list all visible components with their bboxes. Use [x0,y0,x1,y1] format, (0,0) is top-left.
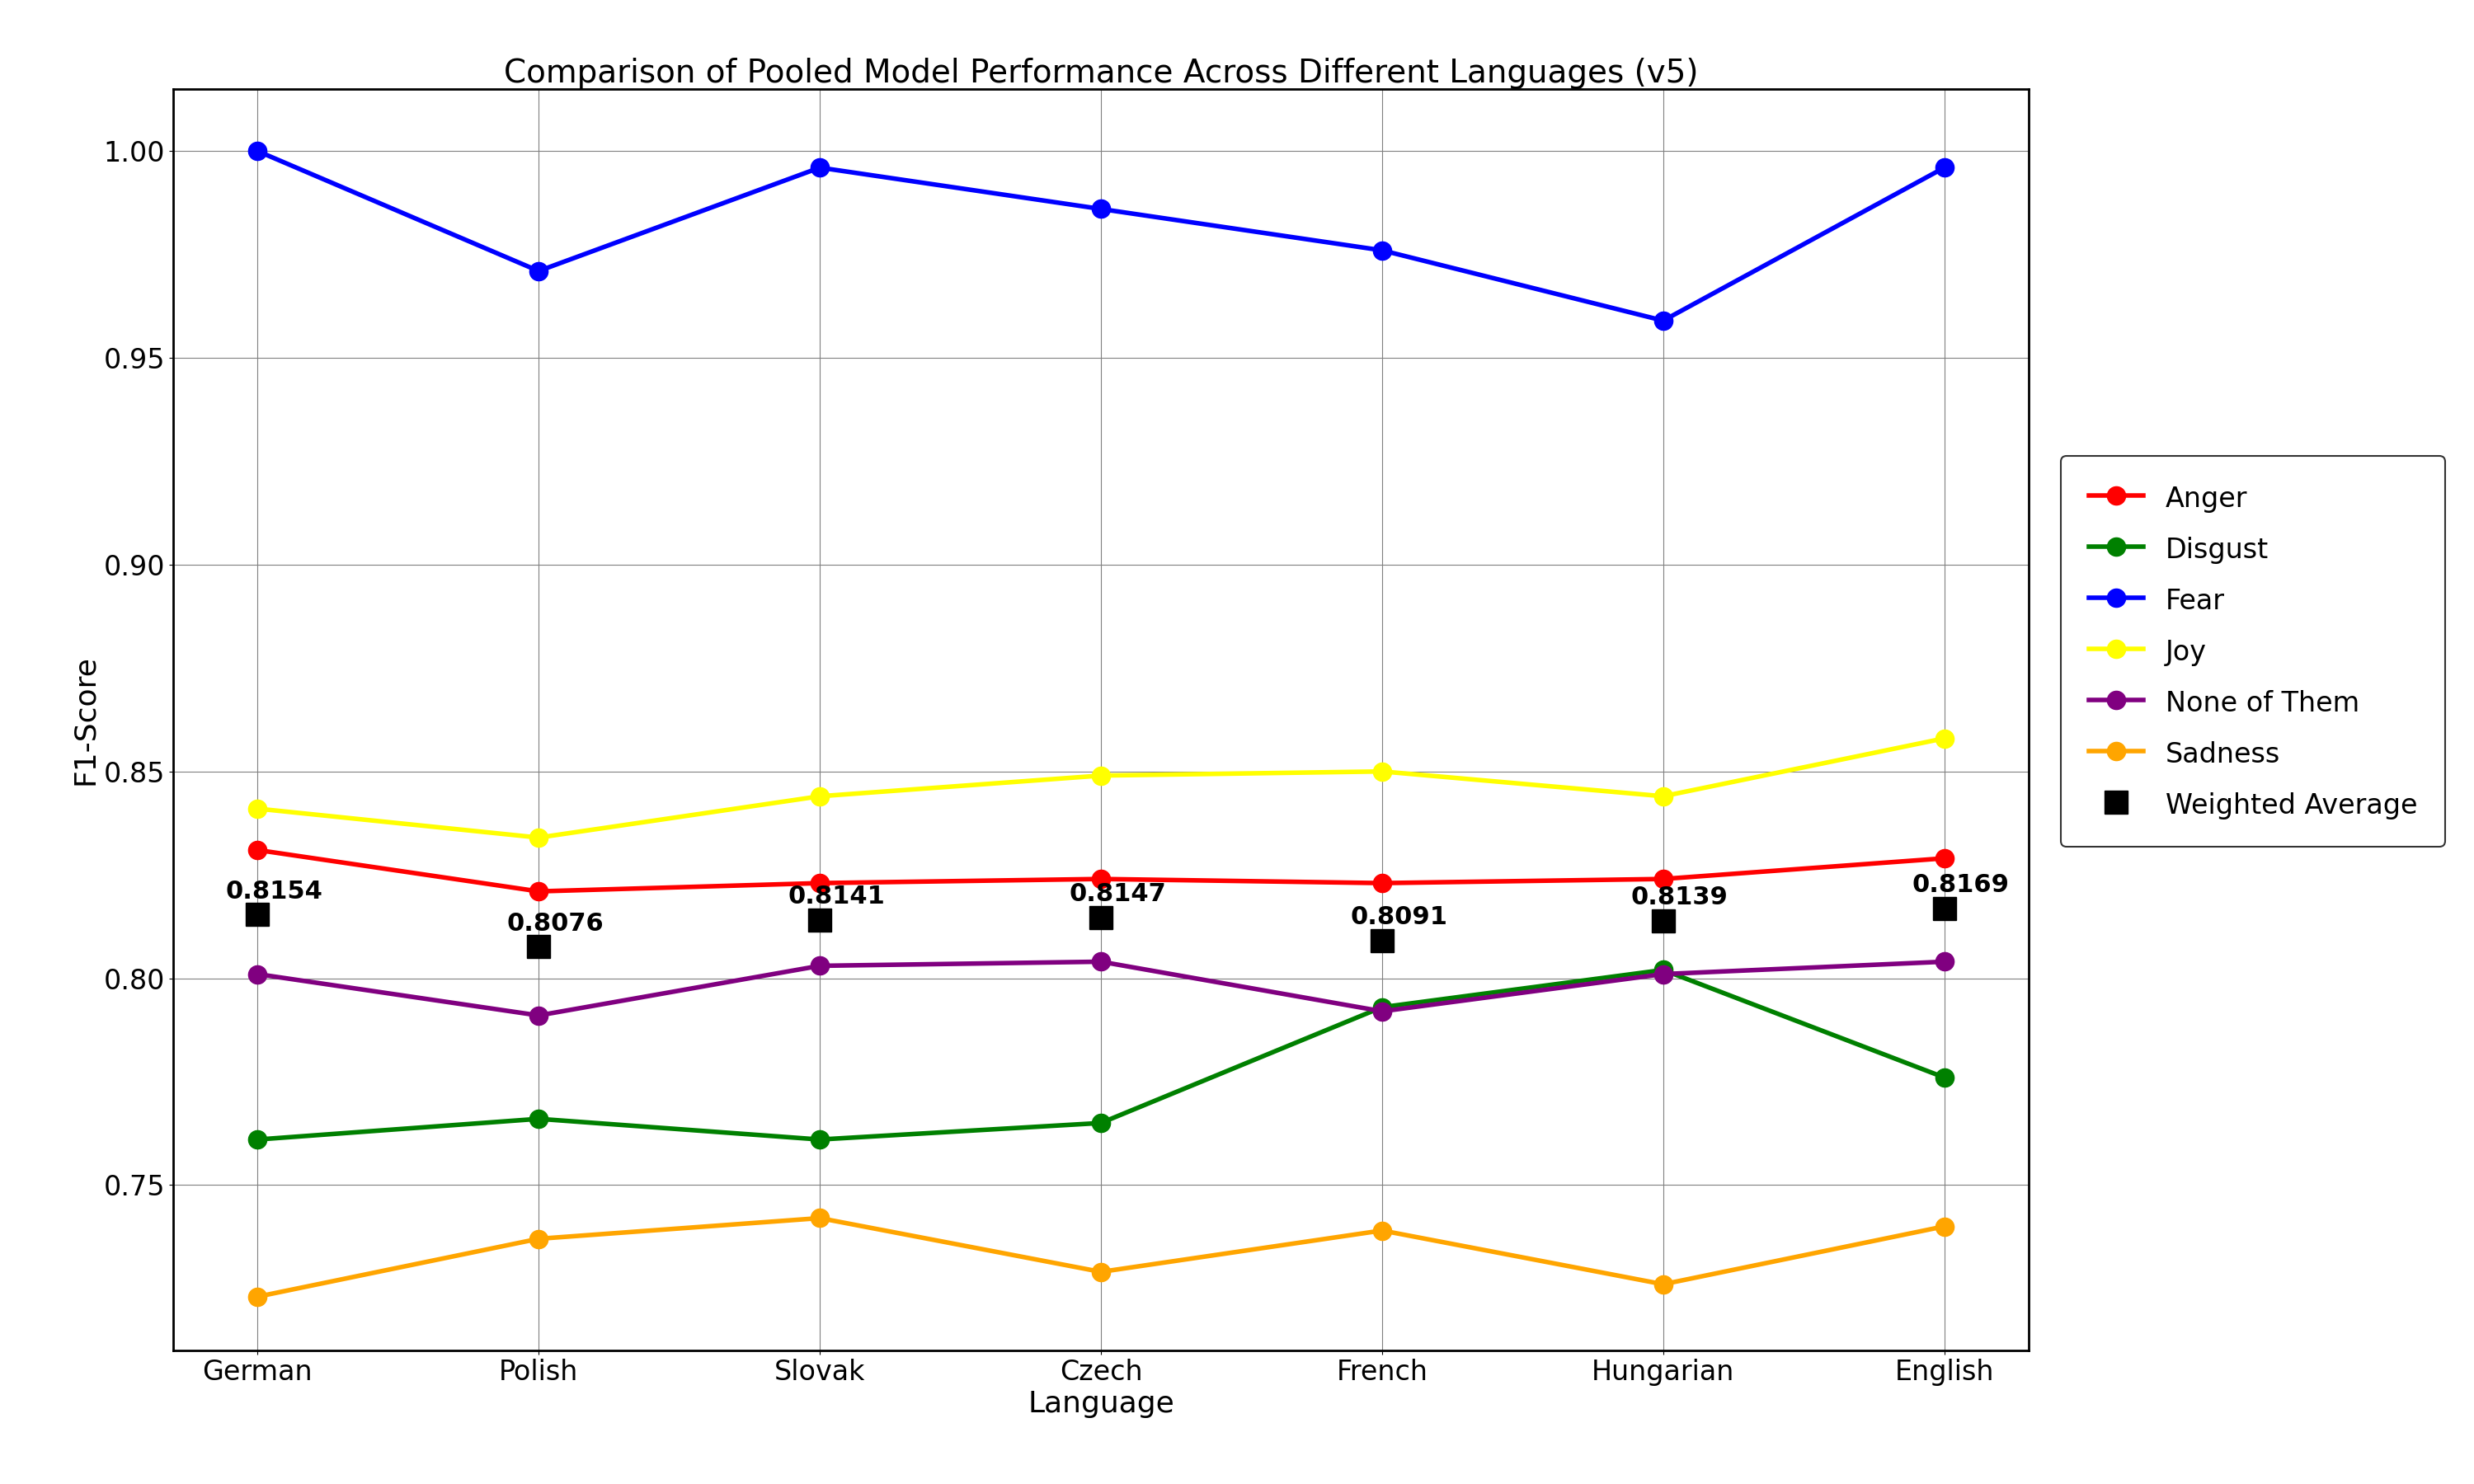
Fear [1930,159,1959,177]
Sadness [1648,1275,1677,1293]
Disgust [524,1110,554,1128]
Line: Sadness: Sadness [247,1209,1954,1306]
Joy [1930,730,1959,748]
Anger [1930,849,1959,867]
None of Them [524,1006,554,1024]
X-axis label: Language: Language [1027,1391,1175,1419]
Disgust [1648,962,1677,979]
Disgust [1086,1114,1116,1132]
Line: Weighted Average: Weighted Average [245,896,1957,959]
Text: 0.8169: 0.8169 [1912,874,2009,898]
Disgust [1930,1068,1959,1086]
Fear [242,142,272,160]
Fear [524,263,554,280]
None of Them [1648,965,1677,982]
Legend: Anger, Disgust, Fear, Joy, None of Them, Sadness, Weighted Average: Anger, Disgust, Fear, Joy, None of Them,… [2061,456,2444,847]
Weighted Average [1368,932,1398,950]
Disgust [804,1131,834,1149]
Line: Disgust: Disgust [247,960,1954,1149]
Joy [804,788,834,806]
None of Them [804,957,834,975]
Line: Joy: Joy [247,729,1954,847]
Text: 0.8141: 0.8141 [787,884,886,908]
None of Them [242,965,272,982]
Joy [242,800,272,818]
Y-axis label: F1-Score: F1-Score [72,654,99,785]
Weighted Average [1930,899,1959,917]
Sadness [1930,1217,1959,1235]
Fear [804,159,834,177]
Joy [1368,763,1398,781]
Anger [242,841,272,859]
Fear [1368,242,1398,260]
Sadness [804,1209,834,1227]
Line: Fear: Fear [247,142,1954,329]
Anger [1368,874,1398,892]
Anger [524,883,554,901]
Text: 0.8091: 0.8091 [1351,905,1447,929]
Fear [1648,312,1677,329]
Anger [1648,870,1677,887]
None of Them [1086,953,1116,971]
Sadness [1086,1263,1116,1281]
Fear [1086,200,1116,218]
None of Them [1368,1002,1398,1020]
Line: Anger: Anger [247,841,1954,901]
Text: 0.8147: 0.8147 [1069,883,1165,907]
Title: Comparison of Pooled Model Performance Across Different Languages (v5): Comparison of Pooled Model Performance A… [505,58,1697,89]
Text: 0.8076: 0.8076 [507,911,604,936]
Weighted Average [804,911,834,929]
Weighted Average [524,938,554,956]
Disgust [1368,999,1398,1017]
Weighted Average [242,905,272,923]
Weighted Average [1648,911,1677,929]
Text: 0.8154: 0.8154 [225,880,322,904]
Anger [804,874,834,892]
Anger [1086,870,1116,887]
Joy [1648,788,1677,806]
Weighted Average [1086,908,1116,926]
Sadness [1368,1221,1398,1239]
Sadness [524,1230,554,1248]
Sadness [242,1288,272,1306]
None of Them [1930,953,1959,971]
Text: 0.8139: 0.8139 [1630,886,1729,910]
Disgust [242,1131,272,1149]
Line: None of Them: None of Them [247,953,1954,1024]
Joy [1086,767,1116,785]
Joy [524,828,554,846]
